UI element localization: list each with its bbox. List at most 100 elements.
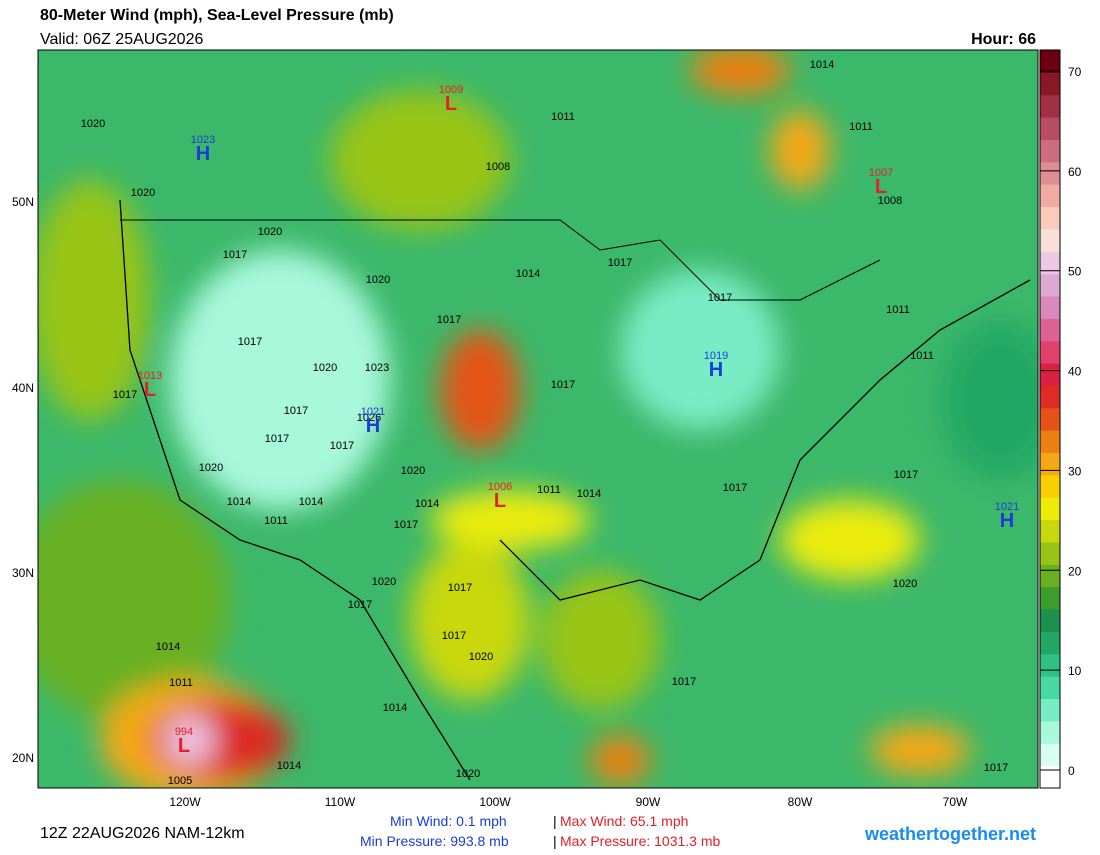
- isobar-label: 1011: [264, 515, 288, 527]
- isobar-label: 1005: [168, 775, 192, 787]
- isobar-label: 1020: [81, 118, 105, 130]
- lat-label: 20N: [12, 751, 34, 765]
- lon-label: 90W: [636, 795, 661, 809]
- isobar-label: 1026: [357, 412, 381, 424]
- isobar-label: 1023: [365, 362, 389, 374]
- isobar-label: 1014: [227, 496, 251, 508]
- center-letter: L: [445, 93, 457, 115]
- isobar-label: 1017: [238, 336, 262, 348]
- isobar-label: 1017: [330, 440, 354, 452]
- isobar-label: 1017: [708, 292, 732, 304]
- colorbar-band: [1040, 720, 1060, 744]
- center-value: 1021: [361, 406, 385, 418]
- isobar-label: 1020: [258, 226, 282, 238]
- colorbar-band: [1040, 117, 1060, 140]
- isobar-label: 1020: [893, 578, 917, 590]
- wind-field: [38, 50, 1038, 788]
- isobar-label: 1017: [894, 469, 918, 481]
- lon-label: 120W: [169, 795, 201, 809]
- colorbar-band: [1040, 340, 1060, 364]
- separator: |: [553, 833, 557, 849]
- isobar-label: 1017: [984, 762, 1008, 774]
- colorbar-label: 30: [1068, 464, 1082, 478]
- center-value: 1006: [488, 481, 512, 493]
- colorbar-band: [1040, 653, 1060, 677]
- map-frame: [37, 49, 1039, 789]
- colorbar-label: 0: [1068, 764, 1075, 778]
- isobar-label: 1020: [199, 462, 223, 474]
- lat-label: 30N: [12, 566, 34, 580]
- colorbar-band: [1040, 676, 1060, 700]
- colorbar-label: 20: [1068, 564, 1082, 578]
- center-value: 1009: [439, 84, 463, 96]
- isobar-label: 1011: [537, 484, 561, 496]
- center-value: 1007: [869, 167, 893, 179]
- colorbar-band: [1040, 363, 1060, 386]
- colorbar-band: [1040, 452, 1060, 476]
- colorbar-band: [1040, 407, 1060, 431]
- lon-label: 100W: [479, 795, 511, 809]
- isobar-label: 1017: [348, 599, 372, 611]
- isobar-label: 1020: [313, 362, 337, 374]
- colorbar-band: [1040, 542, 1060, 565]
- isobar-label: 1020: [131, 187, 155, 199]
- min-pressure: Min Pressure: 993.8 mb: [360, 833, 509, 849]
- isobar-label: 1017: [608, 257, 632, 269]
- isobar-label: 1011: [849, 121, 873, 133]
- isobar-label: 1020: [366, 274, 390, 286]
- colorbar-band: [1040, 139, 1060, 163]
- colorbar-band: [1040, 564, 1060, 588]
- center-letter: L: [178, 735, 190, 757]
- colorbar-band: [1040, 497, 1060, 521]
- colorbar-label: 60: [1068, 165, 1082, 179]
- colorbar-band: [1040, 273, 1060, 297]
- isobar-label: 1011: [169, 677, 193, 689]
- center-letter: L: [875, 176, 887, 198]
- isobar-label: 1014: [277, 760, 301, 772]
- colorbar-label: 50: [1068, 265, 1082, 279]
- lat-label: 40N: [12, 381, 34, 395]
- max-wind: Max Wind: 65.1 mph: [560, 813, 688, 829]
- site-name: weathertogether.net: [864, 824, 1036, 844]
- isobar-label: 1017: [284, 405, 308, 417]
- center-letter: H: [366, 415, 380, 437]
- isobar-label: 1014: [299, 496, 323, 508]
- isobar-label: 1011: [910, 350, 934, 362]
- center-letter: L: [494, 490, 506, 512]
- colorbar-band: [1040, 519, 1060, 543]
- colorbar-band: [1040, 228, 1060, 252]
- isobar-label: 1011: [886, 304, 910, 316]
- colorbar-band: [1040, 698, 1060, 722]
- isobar-label: 1014: [156, 641, 180, 653]
- colorbar-band: [1040, 161, 1060, 185]
- colorbar-band: [1040, 72, 1060, 96]
- model-run: 12Z 22AUG2026 NAM-12km: [40, 825, 245, 842]
- center-value: 1021: [995, 501, 1019, 513]
- min-wind: Min Wind: 0.1 mph: [390, 813, 507, 829]
- lon-label: 110W: [325, 795, 356, 809]
- colorbar-band: [1040, 743, 1060, 767]
- isobar-label: 1014: [577, 488, 601, 500]
- colorbar-band: [1040, 765, 1060, 789]
- isobar-label: 1008: [878, 195, 902, 207]
- colorbar-band: [1040, 430, 1060, 454]
- isobar-label: 1017: [113, 389, 137, 401]
- colorbar-band: [1040, 296, 1060, 319]
- colorbar-band: [1040, 474, 1060, 498]
- isobar-label: 1017: [437, 314, 461, 326]
- isobar-label: 1017: [265, 433, 289, 445]
- isobar-label: 1017: [448, 582, 472, 594]
- coastline: [119, 199, 1031, 781]
- colorbar-band: [1040, 609, 1060, 632]
- isobar-label: 1020: [456, 768, 480, 780]
- isobar-label: 1020: [372, 576, 396, 588]
- isobar-label: 1014: [415, 498, 439, 510]
- colorbar-band: [1040, 385, 1060, 409]
- isobar-label: 1017: [223, 249, 247, 261]
- title: 80-Meter Wind (mph), Sea-Level Pressure …: [40, 7, 394, 24]
- colorbar-frame: [1039, 49, 1061, 789]
- separator: |: [553, 813, 557, 829]
- max-pressure: Max Pressure: 1031.3 mb: [560, 833, 721, 849]
- center-letter: H: [1000, 510, 1014, 532]
- colorbar-band: [1040, 184, 1060, 208]
